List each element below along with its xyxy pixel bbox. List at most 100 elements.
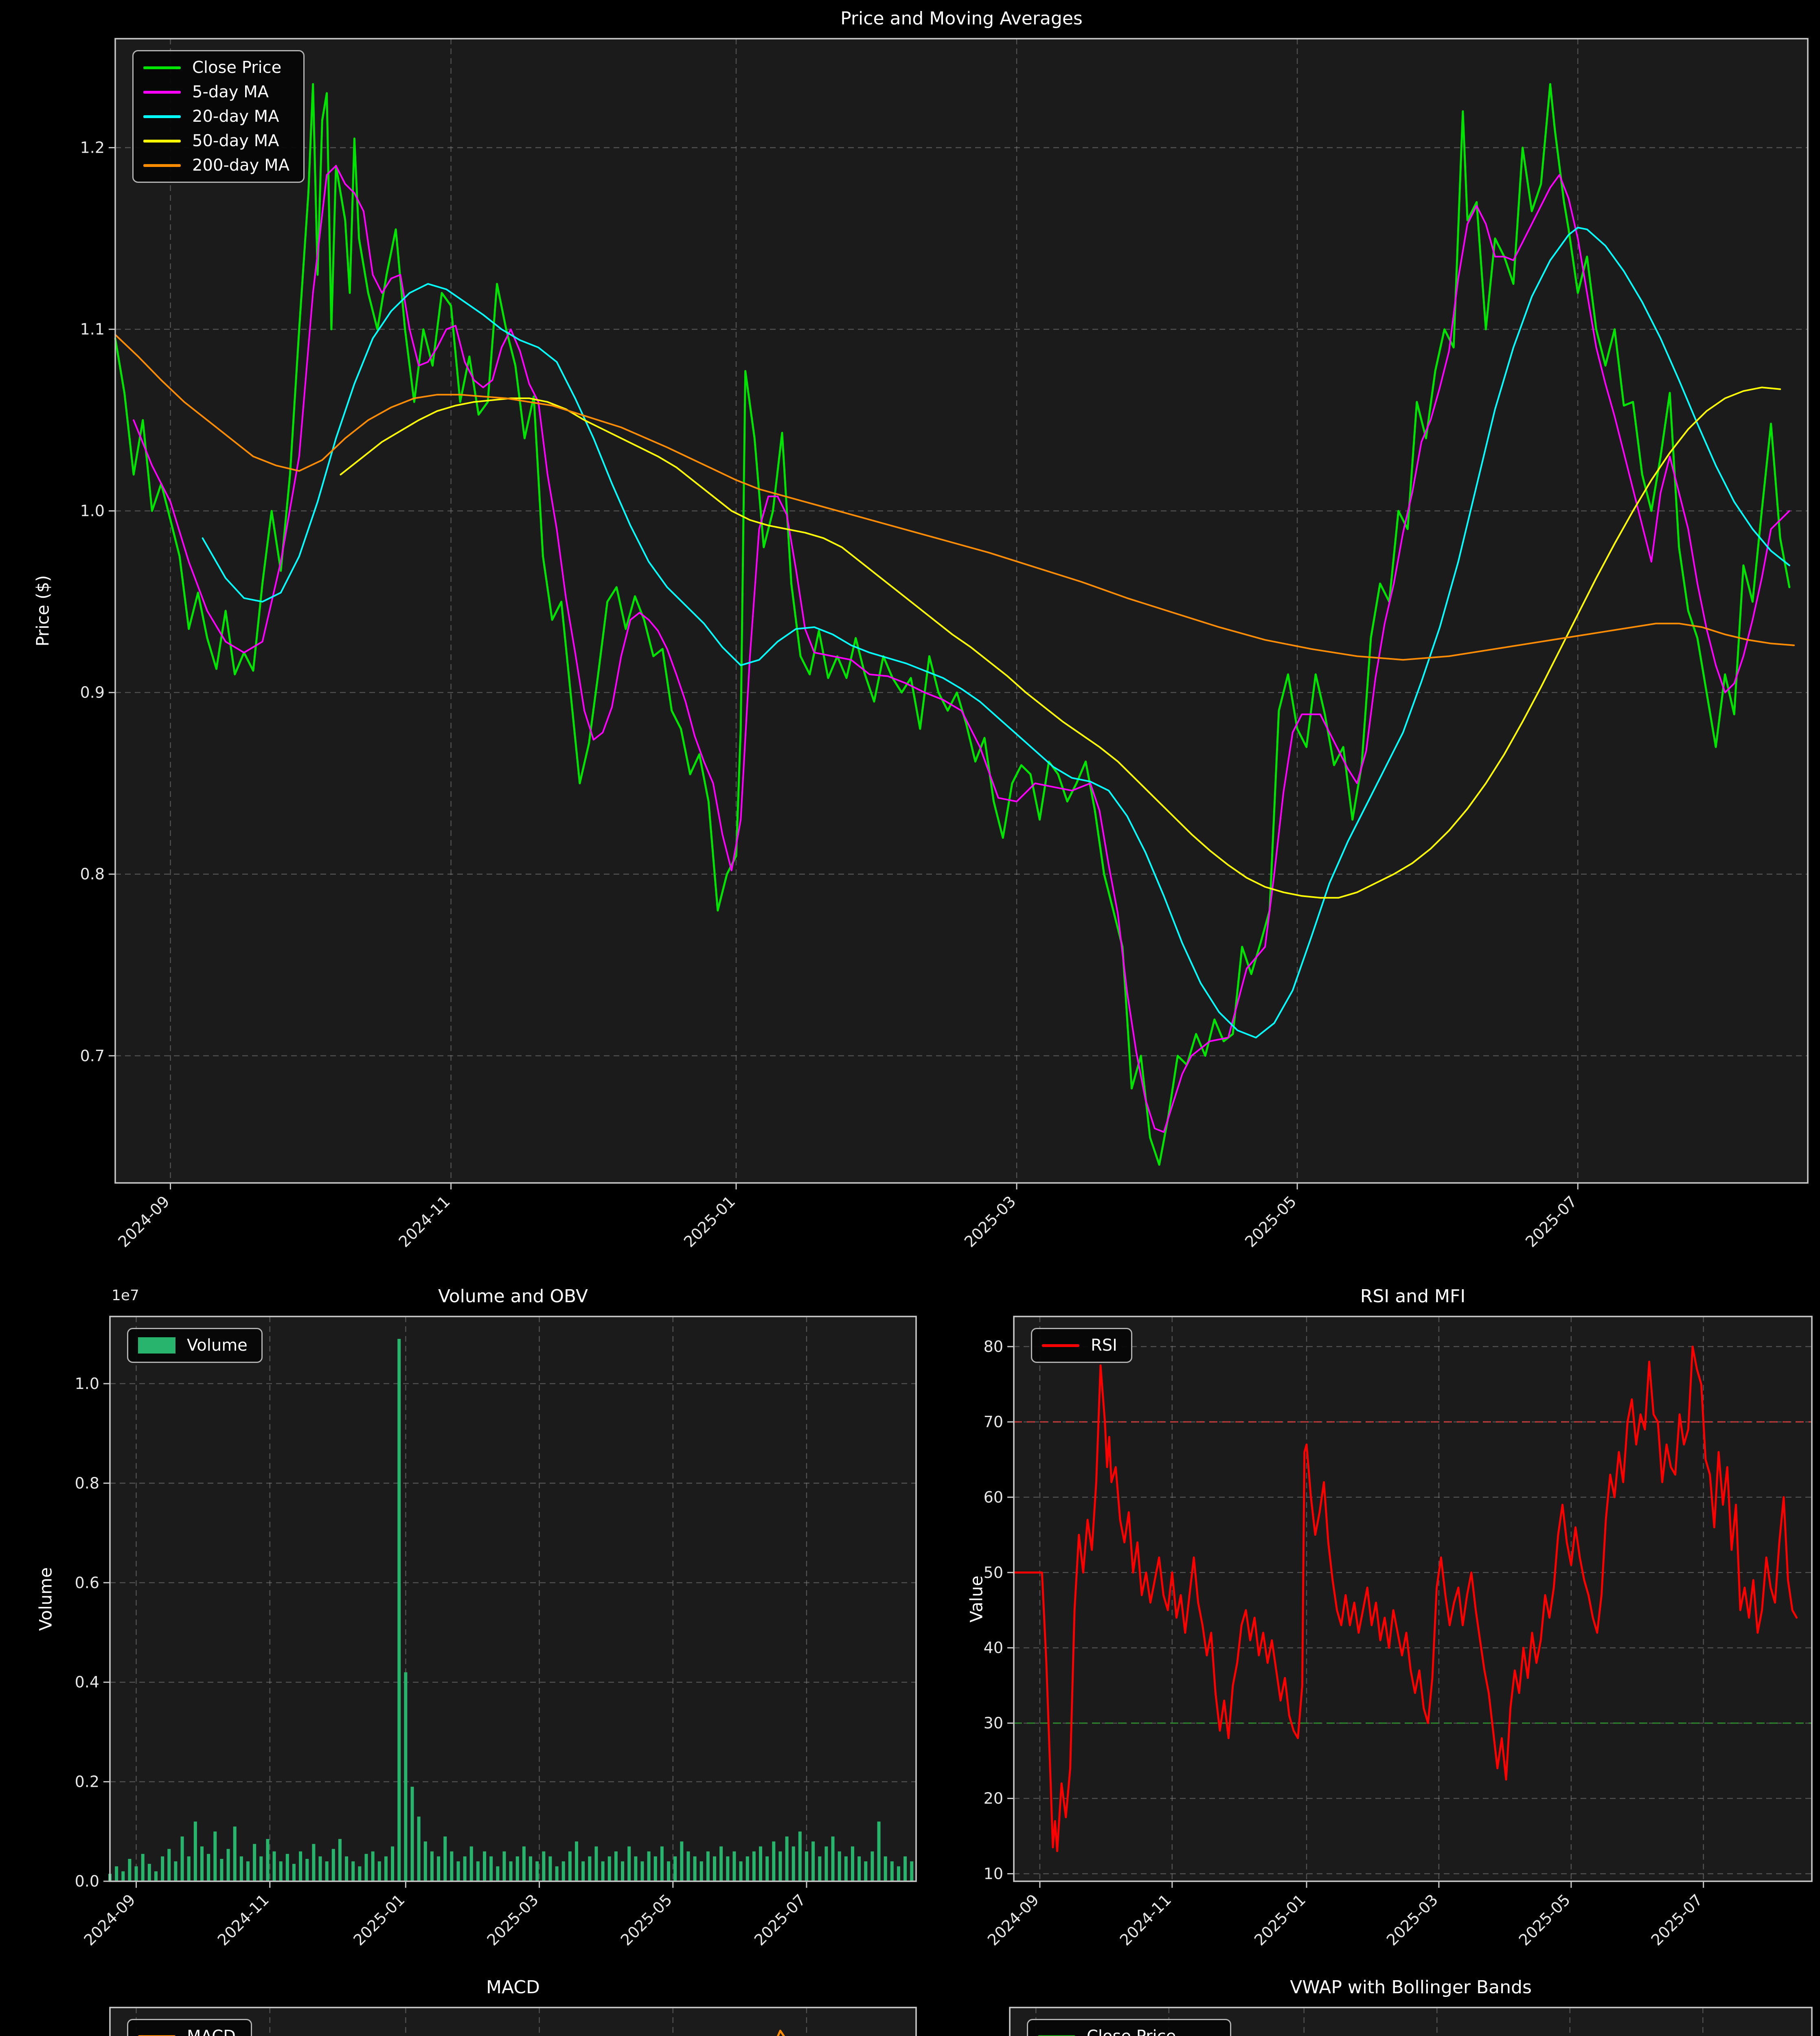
- volume-bar: [864, 1861, 868, 1881]
- volume-bar: [469, 1846, 473, 1881]
- volume-bar: [647, 1851, 651, 1881]
- volume-bar: [699, 1861, 703, 1881]
- volume-bar: [515, 1856, 519, 1881]
- volume-xtick-label: 2025-05: [617, 1891, 675, 1949]
- volume-bar: [430, 1851, 434, 1881]
- price-xtick-label: 2025-03: [961, 1192, 1019, 1251]
- rsi-ytick-label: 60: [984, 1488, 1003, 1506]
- macd-chart-title: MACD: [486, 1977, 540, 1998]
- volume-bar: [640, 1861, 644, 1881]
- rsi-chart-ylabel: Value: [966, 1575, 987, 1623]
- macd-chart-legend: MACDSignal: [127, 2019, 252, 2036]
- volume-bar: [456, 1861, 460, 1881]
- volume-bar: [239, 1856, 243, 1881]
- volume-bar: [187, 1856, 191, 1881]
- price-spines: [114, 38, 1809, 1184]
- price-xtick-label: 2024-09: [115, 1192, 173, 1251]
- volume-bar: [732, 1851, 736, 1881]
- price-legend-swatch: [143, 90, 181, 94]
- volume-bar: [621, 1861, 625, 1881]
- volume-bar: [193, 1821, 197, 1881]
- volume-chart-plot: 2024-09 2024-11 2025-01 2025-03 2025-05 2025-…: [75, 1316, 917, 1949]
- price-series-200-day-ma: [114, 334, 1795, 661]
- macd-legend-label: MACD: [187, 2027, 236, 2036]
- rsi-xtick-label: 2025-01: [1251, 1891, 1309, 1949]
- volume-bar: [226, 1849, 230, 1881]
- volume-bar: [220, 1859, 224, 1881]
- volume-bar: [318, 1856, 322, 1881]
- volume-bar: [128, 1859, 132, 1881]
- rsi-ytick-label: 10: [984, 1865, 1003, 1883]
- volume-bar: [634, 1856, 638, 1881]
- volume-bar: [246, 1861, 250, 1881]
- volume-bar: [798, 1831, 802, 1881]
- price-legend-item-close-price: Close Price: [143, 59, 289, 77]
- vwap-legend-swatch: [1038, 2035, 1075, 2036]
- rsi-chart-plot: 2024-09 2024-11 2025-01 2025-03 2025-05 2025-…: [984, 1316, 1813, 1949]
- volume-bar: [502, 1851, 506, 1881]
- price-xtick-label: 2025-01: [680, 1192, 739, 1251]
- price-series-5-day-ma: [133, 165, 1790, 1133]
- macd-legend-swatch: [138, 2035, 175, 2036]
- price-xtick-label: 2024-11: [395, 1192, 454, 1251]
- volume-bar: [529, 1856, 533, 1881]
- price-ytick-label: 1.1: [80, 320, 105, 338]
- volume-bar: [147, 1864, 151, 1881]
- volume-bar: [568, 1851, 572, 1881]
- volume-bar: [759, 1846, 762, 1881]
- volume-bar: [443, 1836, 447, 1881]
- volume-bar: [897, 1866, 900, 1881]
- volume-bar: [535, 1861, 539, 1881]
- macd-series-macd: [776, 2029, 785, 2036]
- volume-ytick-label: 1.0: [75, 1375, 99, 1393]
- volume-bar: [601, 1861, 605, 1881]
- volume-bar: [851, 1846, 854, 1881]
- rsi-legend-item-rsi: RSI: [1042, 1336, 1117, 1354]
- volume-bar: [463, 1856, 467, 1881]
- volume-bar: [266, 1839, 270, 1881]
- volume-bar: [575, 1841, 579, 1881]
- volume-bar: [259, 1856, 263, 1881]
- volume-bar: [542, 1851, 546, 1881]
- rsi-ytick-label: 30: [984, 1714, 1003, 1732]
- volume-bar: [338, 1839, 342, 1881]
- volume-bar: [404, 1672, 408, 1881]
- volume-ytick-label: 0.4: [75, 1673, 99, 1691]
- volume-bar: [778, 1851, 782, 1881]
- volume-bar: [489, 1856, 493, 1881]
- volume-bar: [877, 1821, 881, 1881]
- volume-bar: [811, 1841, 815, 1881]
- volume-bar: [207, 1854, 211, 1881]
- rsi-ytick-label: 40: [984, 1639, 1003, 1657]
- volume-bar: [180, 1836, 184, 1881]
- volume-bar: [765, 1856, 769, 1881]
- volume-bar: [588, 1856, 592, 1881]
- price-legend-swatch: [143, 164, 181, 167]
- volume-bar: [305, 1859, 309, 1881]
- price-legend-label: 20-day MA: [192, 107, 279, 126]
- rsi-ytick-label: 50: [984, 1564, 1003, 1582]
- volume-bar: [450, 1851, 454, 1881]
- vwap-legend-label: Close Price: [1087, 2027, 1176, 2036]
- volume-bar: [713, 1856, 716, 1881]
- volume-bar: [483, 1851, 487, 1881]
- volume-bar: [614, 1851, 618, 1881]
- rsi-ytick-label: 70: [984, 1413, 1003, 1431]
- volume-bar: [673, 1856, 677, 1881]
- volume-bar: [838, 1851, 841, 1881]
- price-legend-item-20-day-ma: 20-day MA: [143, 108, 289, 125]
- rsi-spines: [1013, 1316, 1813, 1882]
- volume-xtick-label: 2025-03: [484, 1891, 542, 1949]
- price-legend-swatch: [143, 66, 181, 69]
- volume-chart-legend: Volume: [127, 1328, 263, 1363]
- volume-bar: [871, 1851, 874, 1881]
- price-ytick-label: 0.8: [80, 865, 105, 883]
- volume-axis-offset-label: 1e7: [112, 1287, 139, 1304]
- vwap-legend-item-close-price: Close Price: [1038, 2027, 1216, 2036]
- price-legend-item-50-day-ma: 50-day MA: [143, 132, 289, 150]
- price-legend-item-5-day-ma: 5-day MA: [143, 83, 289, 101]
- volume-bar: [752, 1851, 756, 1881]
- volume-bar: [680, 1841, 684, 1881]
- price-legend-swatch: [143, 139, 181, 143]
- volume-ytick-label: 0.0: [75, 1872, 99, 1890]
